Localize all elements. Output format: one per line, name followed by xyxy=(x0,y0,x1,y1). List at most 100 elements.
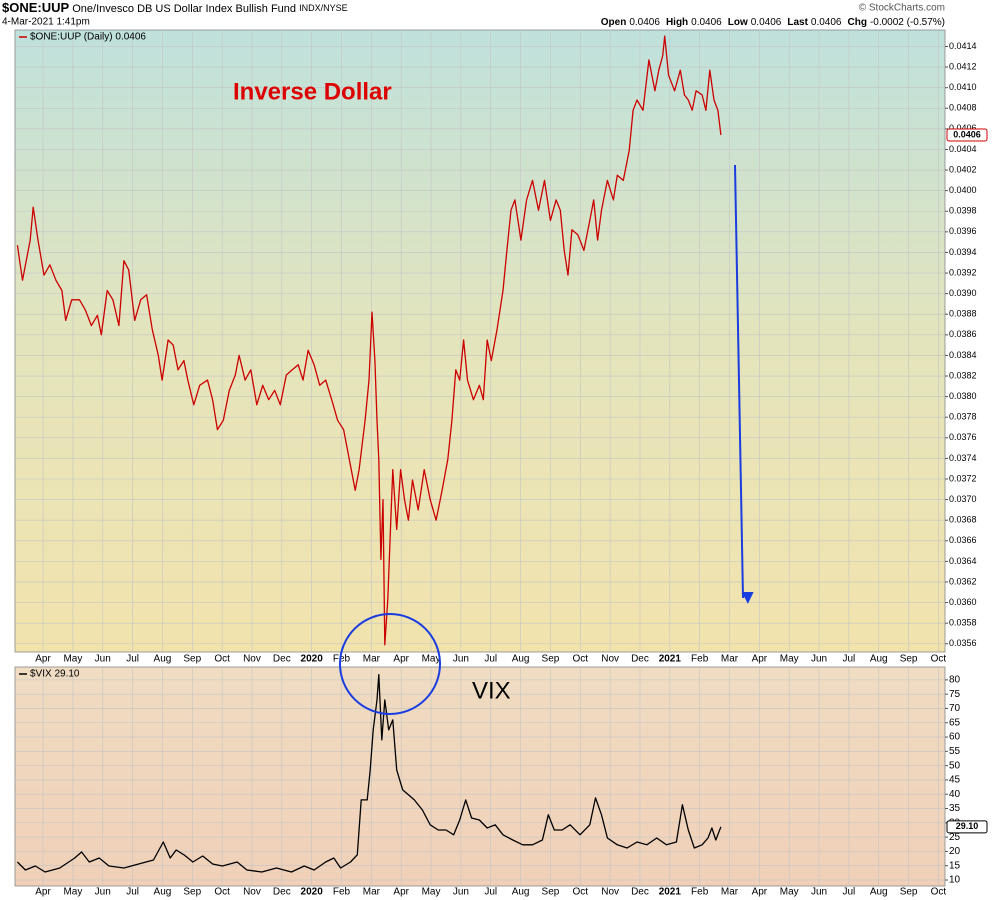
y-tick-label: 75 xyxy=(949,689,961,700)
quote-value: -0.0002 (-0.57%) xyxy=(870,17,945,28)
x-tick-label: Dec xyxy=(273,887,291,898)
y-tick-label: 0.0360 xyxy=(949,597,977,607)
x-tick-label: May xyxy=(422,887,441,898)
x-tick-label: Mar xyxy=(363,887,381,898)
x-tick-label: Jul xyxy=(126,887,139,898)
symbol: $ONE:UUP xyxy=(2,0,70,15)
x-tick-label: Jul xyxy=(484,887,497,898)
x-tick-label: Oct xyxy=(214,887,230,898)
y-tick-label: 0.0390 xyxy=(949,288,977,298)
y-tick-label: 25 xyxy=(949,832,961,843)
x-tick-label: Nov xyxy=(601,887,619,898)
y-tick-label: 0.0378 xyxy=(949,412,977,422)
legend-label: $ONE:UUP (Daily) 0.0406 xyxy=(30,32,146,43)
x-tick-label: May xyxy=(780,887,799,898)
y-tick-label: 0.0356 xyxy=(949,638,977,648)
y-tick-label: 0.0400 xyxy=(949,185,977,195)
x-tick-label: Jun xyxy=(95,887,111,898)
quote: Open 0.0406 High 0.0406 Low 0.0406 Last 0.0406 C… xyxy=(601,17,945,28)
x-tick-label: Feb xyxy=(333,887,351,898)
y-tick-label: 0.0358 xyxy=(949,618,977,628)
y-tick-label: 0.0362 xyxy=(949,576,977,586)
date: 4-Mar-2021 1:41pm xyxy=(2,17,90,28)
y-tick-label: 40 xyxy=(949,789,961,800)
x-tick-label: Feb xyxy=(691,887,709,898)
y-tick-label: 0.0368 xyxy=(949,515,977,525)
x-tick-label: Apr xyxy=(752,654,768,665)
y-tick-label: 80 xyxy=(949,675,961,686)
x-tick-label: 2020 xyxy=(301,654,324,665)
y-tick-label: 35 xyxy=(949,803,961,814)
y-tick-label: 55 xyxy=(949,746,961,757)
panel-background xyxy=(14,666,946,887)
legend-label: $VIX 29.10 xyxy=(30,669,80,680)
x-tick-label: May xyxy=(63,654,82,665)
x-tick-label: Sep xyxy=(183,654,201,665)
y-tick-label: 0.0366 xyxy=(949,535,977,545)
y-tick-label: 0.0410 xyxy=(949,82,977,92)
y-tick-label: 0.0370 xyxy=(949,494,977,504)
quote-label: Open xyxy=(601,17,627,28)
x-tick-label: Jun xyxy=(811,654,827,665)
y-tick-label: 50 xyxy=(949,760,961,771)
x-tick-label: May xyxy=(780,654,799,665)
last-value-label: 29.10 xyxy=(956,821,979,831)
x-tick-label: Oct xyxy=(214,654,230,665)
quote-value: 0.0406 xyxy=(811,17,842,28)
y-tick-label: 10 xyxy=(949,875,961,886)
y-tick-label: 0.0388 xyxy=(949,309,977,319)
y-tick-label: 0.0394 xyxy=(949,247,977,257)
x-tick-label: Aug xyxy=(870,654,888,665)
x-tick-label: 2021 xyxy=(659,654,682,665)
x-tick-label: Dec xyxy=(631,654,649,665)
quote-label: High xyxy=(666,17,688,28)
annotation: Inverse Dollar xyxy=(233,78,392,105)
last-value-label: 0.0406 xyxy=(953,129,981,139)
y-tick-label: 0.0374 xyxy=(949,453,977,463)
x-tick-label: Dec xyxy=(273,654,291,665)
x-tick-label: Oct xyxy=(931,654,947,665)
x-tick-label: Jul xyxy=(842,887,855,898)
y-tick-label: 0.0402 xyxy=(949,164,977,174)
x-tick-label: Mar xyxy=(721,654,739,665)
y-tick-label: 0.0406 xyxy=(949,123,977,133)
fund-name: One/Invesco DB US Dollar Index Bullish F… xyxy=(72,3,296,15)
x-tick-label: Apr xyxy=(35,654,51,665)
y-tick-label: 20 xyxy=(949,846,961,857)
x-tick-label: Jun xyxy=(95,654,111,665)
quote-label: Last xyxy=(787,17,808,28)
x-tick-label: Nov xyxy=(243,654,261,665)
y-tick-label: 0.0372 xyxy=(949,473,977,483)
quote-label: Low xyxy=(728,17,748,28)
x-tick-label: Aug xyxy=(154,654,172,665)
last-value-tag xyxy=(946,128,988,142)
x-tick-label: May xyxy=(63,887,82,898)
y-tick-label: 0.0386 xyxy=(949,329,977,339)
x-tick-label: Nov xyxy=(243,887,261,898)
quote-value: 0.0406 xyxy=(751,17,782,28)
y-tick-label: 0.0392 xyxy=(949,267,977,277)
x-tick-label: Jun xyxy=(453,887,469,898)
price-line xyxy=(16,35,722,646)
y-tick-label: 0.0396 xyxy=(949,226,977,236)
x-tick-label: Jun xyxy=(453,654,469,665)
y-tick-label: 0.0398 xyxy=(949,206,977,216)
x-tick-label: Jun xyxy=(811,887,827,898)
x-tick-label: Feb xyxy=(691,654,709,665)
y-tick-label: 0.0380 xyxy=(949,391,977,401)
y-tick-label: 0.0364 xyxy=(949,556,977,566)
source: © StockCharts.com xyxy=(859,3,945,14)
y-tick-label: 0.0412 xyxy=(949,61,977,71)
x-tick-label: Apr xyxy=(35,887,51,898)
header-title: $ONE:UUP One/Invesco DB US Dollar Index … xyxy=(2,0,348,15)
annotation: VIX xyxy=(472,677,511,704)
x-tick-label: Aug xyxy=(512,887,530,898)
x-tick-label: 2021 xyxy=(659,887,682,898)
x-tick-label: Sep xyxy=(900,654,918,665)
x-tick-label: Dec xyxy=(631,887,649,898)
y-tick-label: 65 xyxy=(949,717,961,728)
y-tick-label: 0.0414 xyxy=(949,41,977,51)
x-tick-label: Apr xyxy=(752,887,768,898)
x-tick-label: Jul xyxy=(484,654,497,665)
